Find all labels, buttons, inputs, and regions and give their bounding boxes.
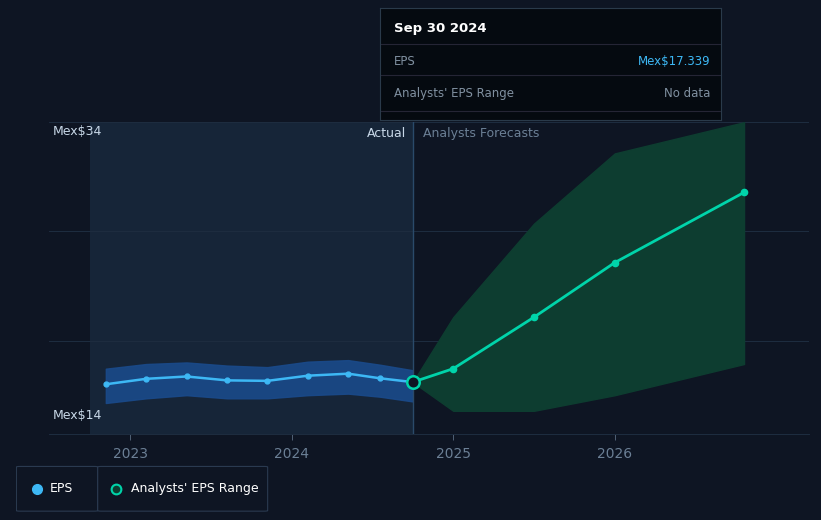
Text: Sep 30 2024: Sep 30 2024 — [394, 22, 486, 35]
Bar — [89, 122, 413, 434]
FancyBboxPatch shape — [98, 466, 268, 511]
Text: Analysts Forecasts: Analysts Forecasts — [423, 127, 539, 140]
Text: Mex$34: Mex$34 — [53, 124, 102, 137]
Text: EPS: EPS — [49, 483, 73, 495]
Text: Mex$17.339: Mex$17.339 — [638, 55, 711, 68]
Text: Analysts' EPS Range: Analysts' EPS Range — [394, 86, 514, 99]
FancyBboxPatch shape — [16, 466, 98, 511]
Text: Actual: Actual — [367, 127, 406, 140]
Text: No data: No data — [664, 86, 711, 99]
Text: EPS: EPS — [394, 55, 415, 68]
Text: Mex$14: Mex$14 — [53, 409, 102, 422]
Text: Analysts' EPS Range: Analysts' EPS Range — [131, 483, 259, 495]
